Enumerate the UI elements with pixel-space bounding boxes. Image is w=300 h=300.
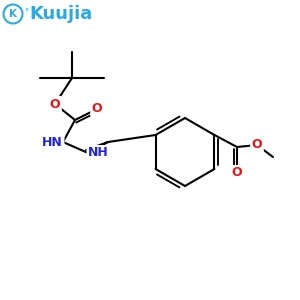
Text: NH: NH (88, 146, 109, 160)
Text: O: O (92, 103, 102, 116)
Text: O: O (232, 167, 242, 179)
Text: °: ° (24, 8, 28, 17)
Text: O: O (50, 98, 60, 110)
Text: Kuujia: Kuujia (29, 5, 92, 23)
Text: O: O (252, 139, 262, 152)
Text: HN: HN (42, 136, 63, 148)
Text: K: K (9, 9, 17, 19)
